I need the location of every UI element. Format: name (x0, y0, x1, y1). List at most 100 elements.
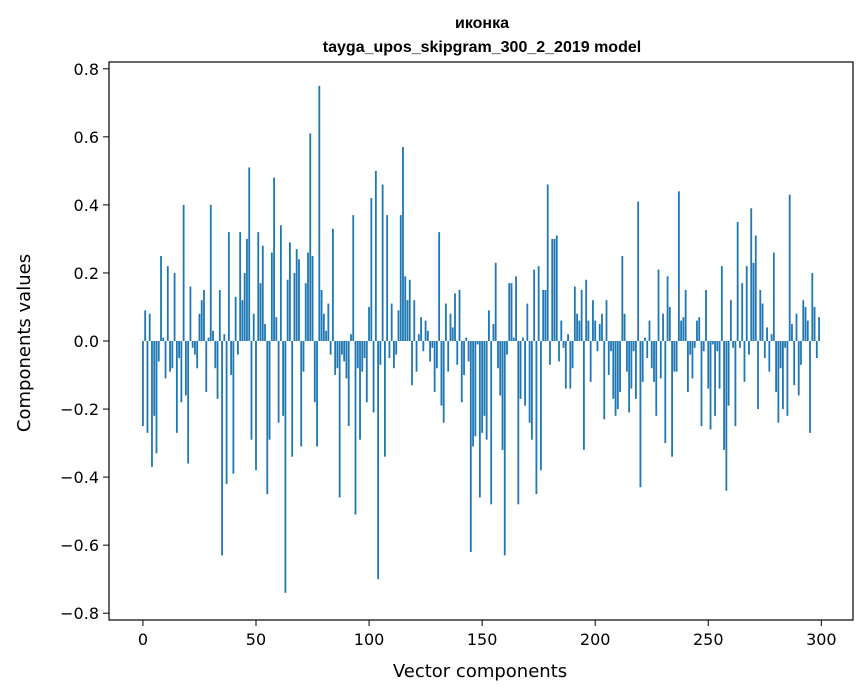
bar (198, 313, 201, 341)
bar (488, 310, 490, 341)
bar (811, 272, 814, 341)
bar (264, 323, 266, 341)
y-tick-label: −0.4 (60, 468, 99, 487)
bar (546, 184, 549, 341)
bar (691, 341, 694, 379)
bar (580, 289, 583, 341)
y-tick-label: −0.2 (60, 400, 99, 419)
bar (788, 194, 791, 341)
bar (160, 255, 162, 341)
bar (535, 341, 538, 495)
bar (684, 289, 687, 341)
bar (786, 341, 789, 416)
bar (804, 306, 807, 341)
bar (530, 341, 533, 440)
bar (729, 300, 732, 341)
bar (578, 320, 581, 341)
bar (144, 310, 147, 341)
bar (526, 303, 529, 341)
bar (560, 320, 563, 341)
bar (761, 303, 764, 341)
bar (537, 266, 540, 341)
bar (293, 272, 296, 341)
bar (748, 341, 750, 355)
bar (562, 341, 565, 348)
bar (582, 341, 585, 450)
bar (818, 317, 820, 341)
bar (736, 221, 739, 341)
bar (436, 341, 438, 369)
bar (766, 327, 768, 341)
bar (528, 341, 531, 423)
bar (512, 337, 515, 341)
bar (234, 296, 237, 341)
bar (745, 266, 748, 341)
x-axis-ticks: 0 50 100 150 200 250 300 (138, 620, 837, 649)
y-tick-label: −0.8 (60, 604, 99, 623)
bar (311, 255, 314, 341)
bar (750, 208, 753, 341)
bar (207, 337, 210, 341)
bar (406, 300, 409, 341)
y-axis-ticks: −0.8 −0.6 −0.4 −0.2 0.0 0.2 0.4 0.6 0.8 (60, 60, 109, 623)
bar (716, 341, 719, 352)
bar (438, 232, 441, 341)
bar (483, 341, 486, 416)
bar (625, 341, 628, 372)
bar (402, 147, 404, 341)
bar (754, 235, 757, 341)
bar (422, 341, 425, 352)
bar (777, 341, 780, 423)
bar (632, 341, 635, 352)
bar (399, 215, 402, 341)
bar (225, 341, 228, 484)
bar (449, 313, 452, 341)
bar (734, 341, 737, 427)
bar (813, 306, 816, 341)
bar (424, 320, 427, 341)
bar (250, 341, 253, 440)
plot-area-frame (108, 61, 854, 621)
bar (343, 341, 346, 362)
bar (372, 341, 375, 413)
bar (806, 320, 809, 341)
bar (393, 341, 395, 369)
bar (354, 341, 357, 515)
bar (377, 341, 380, 580)
bar (175, 341, 178, 433)
x-tick-label: 100 (354, 630, 385, 649)
bar (542, 289, 545, 341)
bar (693, 341, 696, 348)
bar (157, 341, 160, 362)
bar (243, 272, 246, 341)
bar (415, 341, 418, 372)
bar (347, 341, 350, 427)
bar (707, 341, 710, 389)
bar (411, 341, 413, 386)
bar (370, 198, 373, 341)
bar (650, 341, 653, 369)
bar (646, 341, 649, 359)
bar (635, 341, 637, 399)
bar (155, 341, 158, 454)
x-tick-label: 300 (806, 630, 837, 649)
bar (795, 313, 798, 341)
y-tick-label: 0.2 (74, 264, 99, 283)
bar (304, 283, 307, 341)
bar (313, 341, 316, 403)
bar (465, 337, 468, 341)
bar (381, 184, 384, 341)
bar (551, 238, 554, 341)
bar (657, 269, 660, 341)
bar (607, 341, 610, 376)
bar (544, 289, 547, 341)
bar (180, 341, 183, 403)
bar (237, 341, 239, 355)
bar (494, 262, 497, 341)
bar (338, 341, 341, 498)
y-tick-label: −0.6 (60, 536, 99, 555)
bar (476, 341, 479, 345)
bar (784, 341, 787, 348)
bar (549, 341, 551, 365)
bar (216, 341, 219, 399)
